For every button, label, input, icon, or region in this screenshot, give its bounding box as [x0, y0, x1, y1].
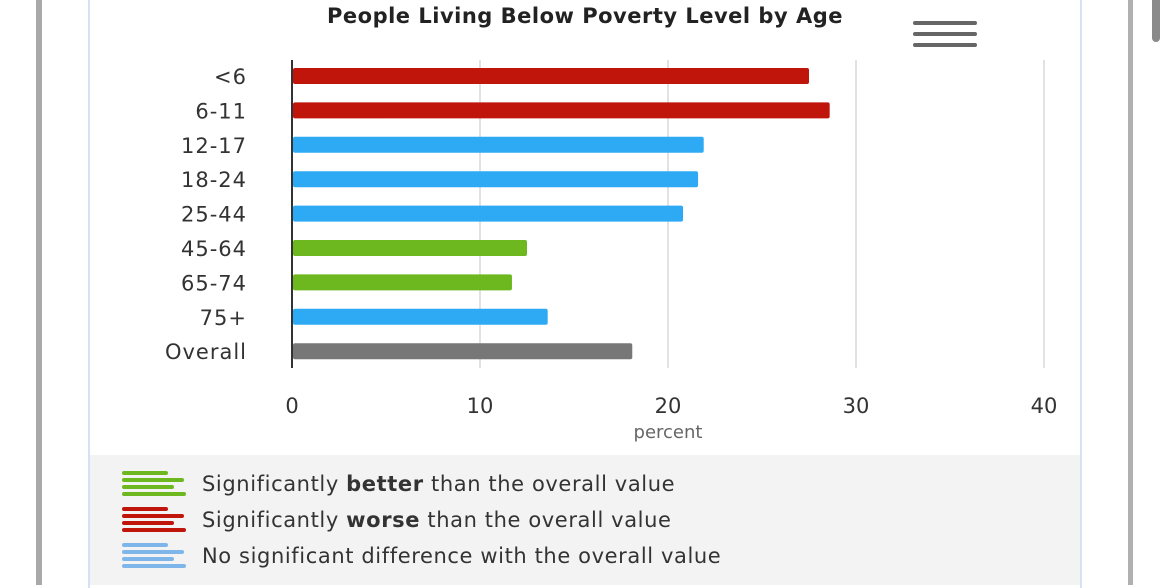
category-label: 45-64	[181, 237, 247, 261]
hamburger-menu-icon[interactable]	[913, 21, 977, 49]
legend-text: No significant difference with the overa…	[202, 544, 722, 568]
legend-swatch-icon	[122, 507, 186, 533]
legend-swatch-icon	[122, 543, 186, 569]
category-label: 25-44	[181, 203, 247, 227]
category-label: <6	[214, 65, 247, 89]
legend-text: Significantly worse than the overall val…	[202, 508, 672, 532]
chart-svg: 0 10 20 30 40 percent <6 6-11 12-17 18-24 25-44 45-…	[165, 60, 1058, 443]
category-label: 75+	[200, 306, 247, 330]
category-label: Overall	[165, 340, 247, 364]
x-tick-label: 40	[1031, 394, 1058, 418]
category-label: 12-17	[181, 134, 247, 158]
bar-25-44	[293, 205, 684, 222]
bar-<6	[293, 68, 809, 84]
x-tick-label: 20	[655, 394, 682, 418]
legend-item-better: Significantly better than the overall va…	[122, 471, 675, 497]
bar-12-17	[293, 136, 704, 153]
chart-panel	[88, 0, 1082, 588]
bar-Overall	[293, 343, 633, 360]
legend-item-worse: Significantly worse than the overall val…	[122, 507, 672, 533]
legend-item-nodiff: No significant difference with the overa…	[122, 543, 721, 569]
x-tick-label: 10	[467, 394, 494, 418]
bar-6-11	[293, 102, 830, 119]
bar-18-24	[293, 171, 699, 188]
left-frame-border	[36, 0, 42, 585]
x-tick-label: 30	[843, 394, 870, 418]
bar-65-74	[293, 274, 512, 291]
legend-swatch-icon	[122, 471, 186, 497]
category-label: 65-74	[181, 271, 247, 295]
x-tick-label: 0	[285, 394, 298, 418]
category-label: 18-24	[181, 168, 247, 192]
bar-45-64	[293, 240, 527, 256]
bar-75+	[293, 308, 548, 325]
chart-title: People Living Below Poverty Level by Age	[327, 4, 843, 28]
scrollbar-thumb[interactable]	[1152, 0, 1160, 42]
legend-text: Significantly better than the overall va…	[202, 472, 676, 496]
x-axis-label: percent	[634, 422, 703, 443]
legend: Significantly better than the overall va…	[90, 455, 1080, 585]
right-frame-border	[1128, 0, 1133, 585]
category-label: 6-11	[195, 99, 247, 123]
